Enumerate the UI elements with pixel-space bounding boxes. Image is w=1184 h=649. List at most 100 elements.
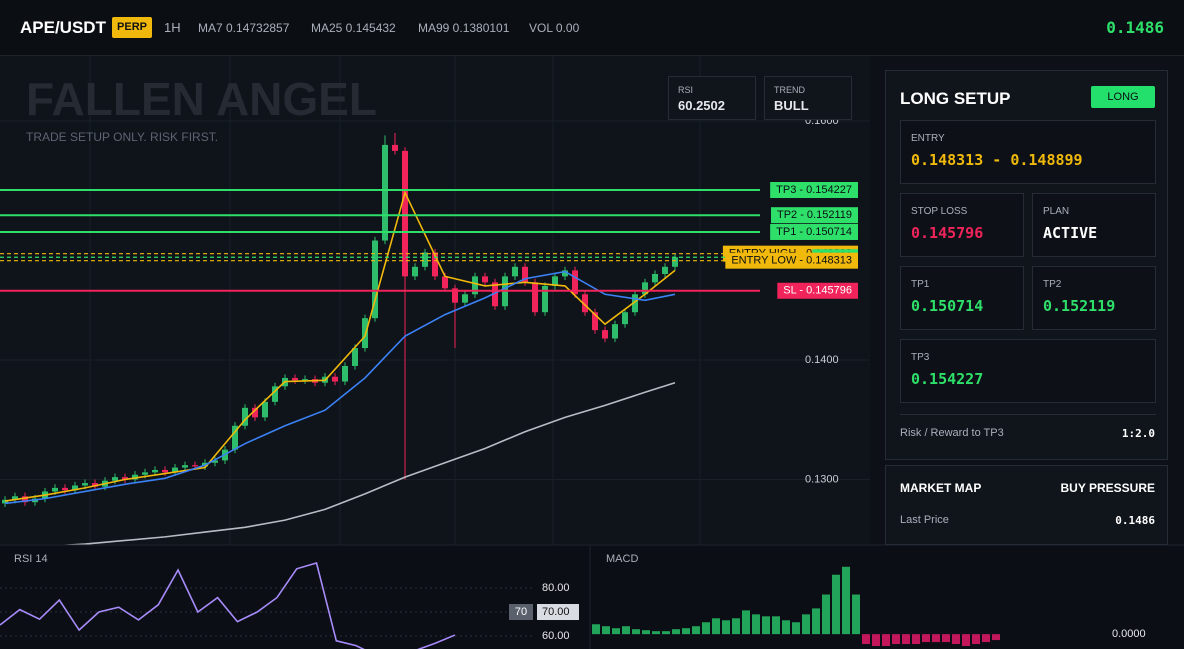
value: ACTIVE [1043,224,1098,242]
last-price: 0.1486 [1106,18,1164,37]
candle-body [672,257,678,267]
tp1-box: TP1 0.150714 [900,266,1024,330]
rsi-panel [0,545,590,649]
candle-body [122,477,128,480]
candle-body [232,425,238,450]
macd-bar [632,629,640,635]
level-label: TP3 - 0.154227 [776,184,852,196]
label: TREND [774,85,805,95]
candle-body [272,386,278,402]
candle-body [512,266,518,277]
market-status: BUY PRESSURE [1060,481,1155,495]
candle-body [612,324,618,339]
macd-bar [802,614,810,635]
macd-bar [972,634,980,645]
candle-body [642,282,648,295]
y-tick-label: 60.00 [542,630,570,642]
rsi-title: RSI 14 [14,553,48,565]
candle-body [142,472,148,475]
vol: VOL 0.00 [529,21,580,35]
ma25: MA25 0.145432 [311,21,396,35]
candle-body [372,240,378,319]
trend-box: TREND BULL [764,76,852,120]
tp2-box: TP2 0.152119 [1032,266,1156,330]
candle-body [342,365,348,382]
symbol: APE/USDT [20,18,106,37]
level-tag [770,181,858,198]
macd-title: MACD [606,553,638,565]
moving-average [4,381,676,550]
macd-bar [842,566,850,635]
rr-label: Risk / Reward to TP3 [900,427,1004,439]
candle-body [332,376,338,382]
value: BULL [774,98,809,113]
macd-bar [792,622,800,635]
candle-body [542,285,548,313]
candle-body [552,276,558,286]
candle-body [192,465,198,467]
candle-body [482,276,488,283]
market-card: MARKET MAP BUY PRESSURE Last Price 0.148… [885,465,1168,545]
setup-card: LONG SETUP LONG ENTRY 0.148313 - 0.14889… [885,70,1168,460]
label: ENTRY [911,133,945,144]
macd-bar [602,626,610,635]
candle-body [252,407,258,418]
candle-body [132,474,138,480]
timeframe[interactable]: 1H [164,20,181,35]
market-title: MARKET MAP [900,481,982,495]
candle-body [452,288,458,303]
divider [900,414,1156,415]
label: TP3 [911,352,930,363]
macd-bar [642,630,650,635]
value: 0.150714 [911,297,984,315]
candle-body [392,144,398,151]
value: 0.148313 - 0.148899 [911,151,1083,169]
macd-bar [922,634,930,643]
candle-body [462,294,468,303]
macd-bar [672,629,680,635]
level-tag [777,282,858,299]
macd-bar [682,628,690,635]
candle-body [52,487,58,492]
candle-body [652,273,658,283]
watermark-title: FALLEN ANGEL [26,73,377,125]
tick-bg [537,604,579,621]
macd-bar [992,634,1000,641]
macd-bar [652,631,660,635]
main-panel [0,56,870,545]
macd-bar [592,624,600,635]
candle-body [382,144,388,241]
candle-body [242,407,248,426]
level-label: TP2 - 0.152119 [777,209,852,221]
macd-bar [932,634,940,643]
row-value: 0.1486 [1115,514,1155,527]
label: TP2 [1043,279,1062,290]
candle-body [152,469,158,473]
badge: PERP [112,17,152,38]
candle-body [82,483,88,486]
y-tick-label: 80.00 [542,582,570,594]
header: APE/USDT PERP 1H MA7 0.14732857 MA25 0.1… [0,0,1184,56]
candle-body [422,252,428,267]
macd-bar [862,634,870,645]
candle-body [162,469,168,473]
candle-body [62,487,68,491]
rsi-line [0,562,456,649]
label: RSI [678,85,694,95]
plan-box: PLAN ACTIVE [1032,193,1156,257]
macd-bar [722,620,730,635]
level-label: ENTRY LOW - 0.148313 [731,255,852,267]
candle-body [292,377,298,381]
stop-box: STOP LOSS 0.145796 [900,193,1024,257]
macd-bar [742,610,750,635]
macd-bar [612,628,620,635]
moving-average [4,190,676,502]
macd-bar [822,594,830,635]
ma7: MA7 0.14732857 [198,21,290,35]
value: 0.154227 [911,370,984,388]
setup-title: LONG SETUP [900,89,1011,108]
candle-body [662,266,668,274]
candle-body [2,499,8,504]
